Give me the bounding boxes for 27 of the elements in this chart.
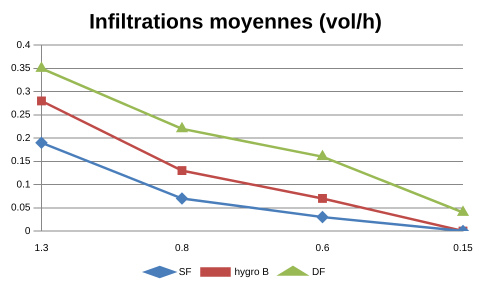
chart-title: Infiltrations moyennes (vol/h) [89, 10, 382, 34]
point [317, 150, 328, 160]
x-tick-label: 0.8 [175, 242, 190, 254]
point [458, 206, 468, 216]
point [318, 194, 327, 203]
y-tick-label: 0.05 [10, 202, 31, 214]
y-tick-label: 0.4 [16, 40, 31, 51]
y-tick-label: 0.3 [16, 86, 31, 98]
point [176, 123, 188, 132]
y-tick-label: 0 [24, 226, 31, 237]
point [178, 166, 186, 176]
point [37, 96, 46, 106]
y-tick-label: 0.2 [16, 132, 31, 144]
legend-label: hygro B [234, 266, 270, 278]
y-tick-label: 0.35 [10, 63, 31, 74]
y-tick-label: 0.1 [16, 179, 31, 190]
y-tick-label: 0.25 [10, 110, 31, 121]
point [176, 192, 188, 204]
legend-label: DF [312, 266, 326, 278]
x-tick-label: 0.15 [453, 242, 474, 254]
x-tick-label: 1.3 [34, 242, 49, 254]
point [36, 62, 47, 72]
x-tick-label: 0.6 [316, 242, 330, 254]
point [36, 136, 48, 148]
y-tick-label: 0.15 [10, 156, 31, 168]
point [316, 211, 328, 223]
legend-label: SF [178, 266, 192, 278]
